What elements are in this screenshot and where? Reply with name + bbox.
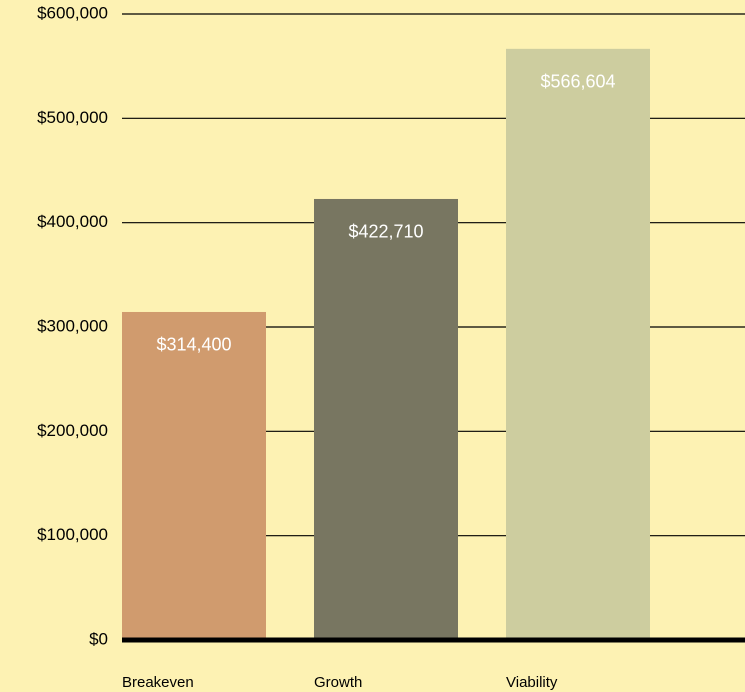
x-tick-label: Viability <box>506 674 558 691</box>
y-tick-label: $100,000 <box>37 525 108 544</box>
value-label: $314,400 <box>156 335 231 355</box>
x-tick-label: Growth <box>314 674 362 691</box>
y-tick-label: $500,000 <box>37 108 108 127</box>
bar <box>506 48 650 641</box>
y-tick-label: $0 <box>89 629 108 648</box>
value-label: $566,604 <box>540 72 615 92</box>
y-tick-label: $300,000 <box>37 316 108 335</box>
bar <box>314 198 458 640</box>
y-tick-label: $600,000 <box>37 3 108 22</box>
x-tick-label: Breakeven <box>122 674 194 691</box>
value-label: $422,710 <box>348 222 423 242</box>
y-tick-label: $200,000 <box>37 421 108 440</box>
bar <box>122 311 266 640</box>
y-tick-label: $400,000 <box>37 212 108 231</box>
